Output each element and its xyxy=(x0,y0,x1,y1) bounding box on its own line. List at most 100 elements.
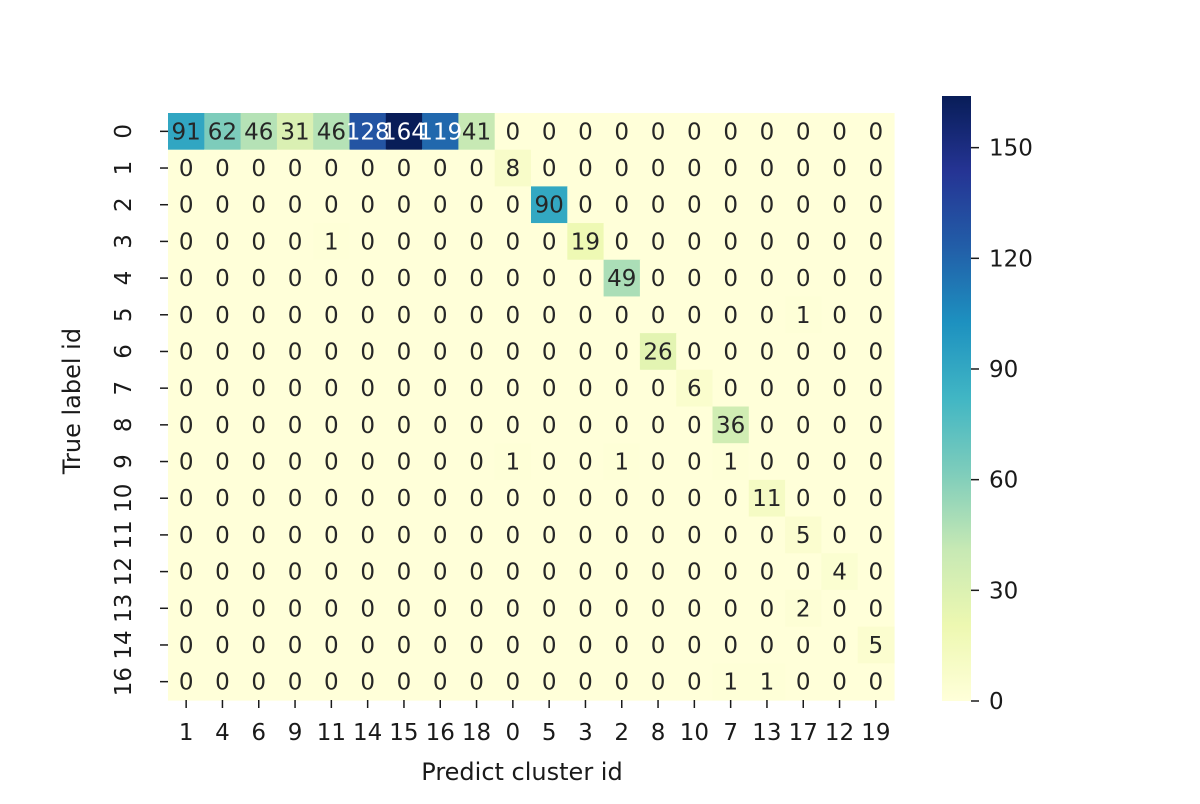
cell-value-label: 0 xyxy=(433,486,448,512)
heatmap-cell xyxy=(748,296,786,334)
cell-value-label: 0 xyxy=(723,596,738,622)
heatmap-cell xyxy=(313,516,351,554)
heatmap-cell xyxy=(458,553,496,591)
cell-value-label: 0 xyxy=(869,450,884,476)
x-tick-label: 19 xyxy=(861,720,890,746)
heatmap-cell xyxy=(168,296,205,334)
cell-value-label: 0 xyxy=(397,266,412,292)
cell-value-label: 0 xyxy=(687,450,702,476)
heatmap-cell xyxy=(240,223,278,261)
cell-value-label: 0 xyxy=(433,596,448,622)
heatmap-cell xyxy=(531,443,568,481)
heatmap-cell xyxy=(276,223,314,261)
heatmap-cell xyxy=(349,589,387,628)
heatmap-cell xyxy=(422,296,459,334)
cell-value-label: 0 xyxy=(542,413,557,439)
y-tick-label: 10 xyxy=(111,484,137,513)
cell-value-label: 0 xyxy=(506,266,521,292)
heatmap-cell xyxy=(313,186,351,224)
cell-value-label: 0 xyxy=(288,266,303,292)
heatmap-cell xyxy=(168,333,205,371)
cell-value-label: 0 xyxy=(760,450,775,476)
y-tick-label: 4 xyxy=(111,271,137,286)
x-tick-label: 3 xyxy=(578,720,593,746)
cell-value-label: 0 xyxy=(651,413,666,439)
cell-value-label: 0 xyxy=(832,229,847,255)
heatmap-cell xyxy=(168,589,205,628)
heatmap-cell xyxy=(349,223,387,261)
heatmap-cell xyxy=(494,406,532,444)
cell-value-label: 0 xyxy=(215,670,230,696)
cell-value-label: 128 xyxy=(346,119,390,145)
cell-value-label: 0 xyxy=(832,156,847,182)
cell-value-label: 0 xyxy=(869,670,884,696)
heatmap-cell xyxy=(313,113,351,151)
cell-value-label: 0 xyxy=(179,633,194,659)
cell-value-label: 0 xyxy=(360,339,375,365)
heatmap-cell xyxy=(785,149,822,187)
cell-value-label: 0 xyxy=(796,560,811,586)
heatmap-cell xyxy=(639,259,677,298)
cell-value-label: 0 xyxy=(324,413,339,439)
cell-value-label: 0 xyxy=(433,193,448,219)
cell-value-label: 0 xyxy=(614,560,629,586)
cell-value-label: 0 xyxy=(179,266,194,292)
heatmap-cell xyxy=(857,553,895,591)
heatmap-cell xyxy=(785,259,822,298)
heatmap-cell xyxy=(639,663,677,701)
cell-value-label: 0 xyxy=(469,229,484,255)
cell-value-label: 0 xyxy=(651,486,666,512)
cell-value-label: 0 xyxy=(614,156,629,182)
heatmap-cell xyxy=(458,663,496,701)
cell-value-label: 0 xyxy=(687,596,702,622)
heatmap-cell xyxy=(494,479,532,518)
cell-value-label: 0 xyxy=(506,376,521,402)
x-tick-label: 1 xyxy=(179,720,194,746)
cell-value-label: 2 xyxy=(796,596,811,622)
heatmap-cell xyxy=(349,443,387,481)
cell-value-label: 0 xyxy=(614,596,629,622)
cell-value-label: 0 xyxy=(506,596,521,622)
heatmap-cell xyxy=(494,186,532,224)
heatmap-cell xyxy=(712,663,750,701)
heatmap-cell xyxy=(857,223,895,261)
cell-value-label: 0 xyxy=(651,303,666,329)
heatmap-cell xyxy=(639,113,677,151)
cell-value-label: 0 xyxy=(469,560,484,586)
cell-value-label: 0 xyxy=(215,413,230,439)
x-tick-label: 2 xyxy=(614,720,629,746)
heatmap-cell xyxy=(712,406,750,444)
heatmap-cell xyxy=(494,296,532,334)
cell-value-label: 0 xyxy=(179,560,194,586)
heatmap-cell xyxy=(313,369,351,408)
cell-value-label: 0 xyxy=(506,229,521,255)
heatmap-cell xyxy=(276,113,314,151)
cell-value-label: 0 xyxy=(251,339,266,365)
heatmap-cell xyxy=(531,516,568,554)
heatmap-cell xyxy=(531,333,568,371)
heatmap-cell xyxy=(494,443,532,481)
cell-value-label: 0 xyxy=(360,596,375,622)
cell-value-label: 0 xyxy=(869,413,884,439)
cell-value-label: 0 xyxy=(251,596,266,622)
heatmap-cell xyxy=(639,443,677,481)
x-tick-label: 0 xyxy=(506,720,521,746)
cell-value-label: 0 xyxy=(614,376,629,402)
heatmap-cell xyxy=(821,589,859,628)
cell-value-label: 0 xyxy=(760,560,775,586)
cell-value-label: 0 xyxy=(251,376,266,402)
cell-value-label: 0 xyxy=(179,486,194,512)
heatmap-cell xyxy=(276,296,314,334)
heatmap-cell xyxy=(857,333,895,371)
heatmap-cell xyxy=(385,443,423,481)
heatmap-cell xyxy=(676,259,714,298)
cell-value-label: 0 xyxy=(614,670,629,696)
heatmap-cell xyxy=(240,589,278,628)
heatmap-cell xyxy=(458,259,496,298)
heatmap-cell xyxy=(204,406,242,444)
heatmap-cell xyxy=(676,369,714,408)
y-tick-label: 9 xyxy=(111,454,137,469)
heatmap-cell xyxy=(240,259,278,298)
cell-value-label: 0 xyxy=(723,339,738,365)
